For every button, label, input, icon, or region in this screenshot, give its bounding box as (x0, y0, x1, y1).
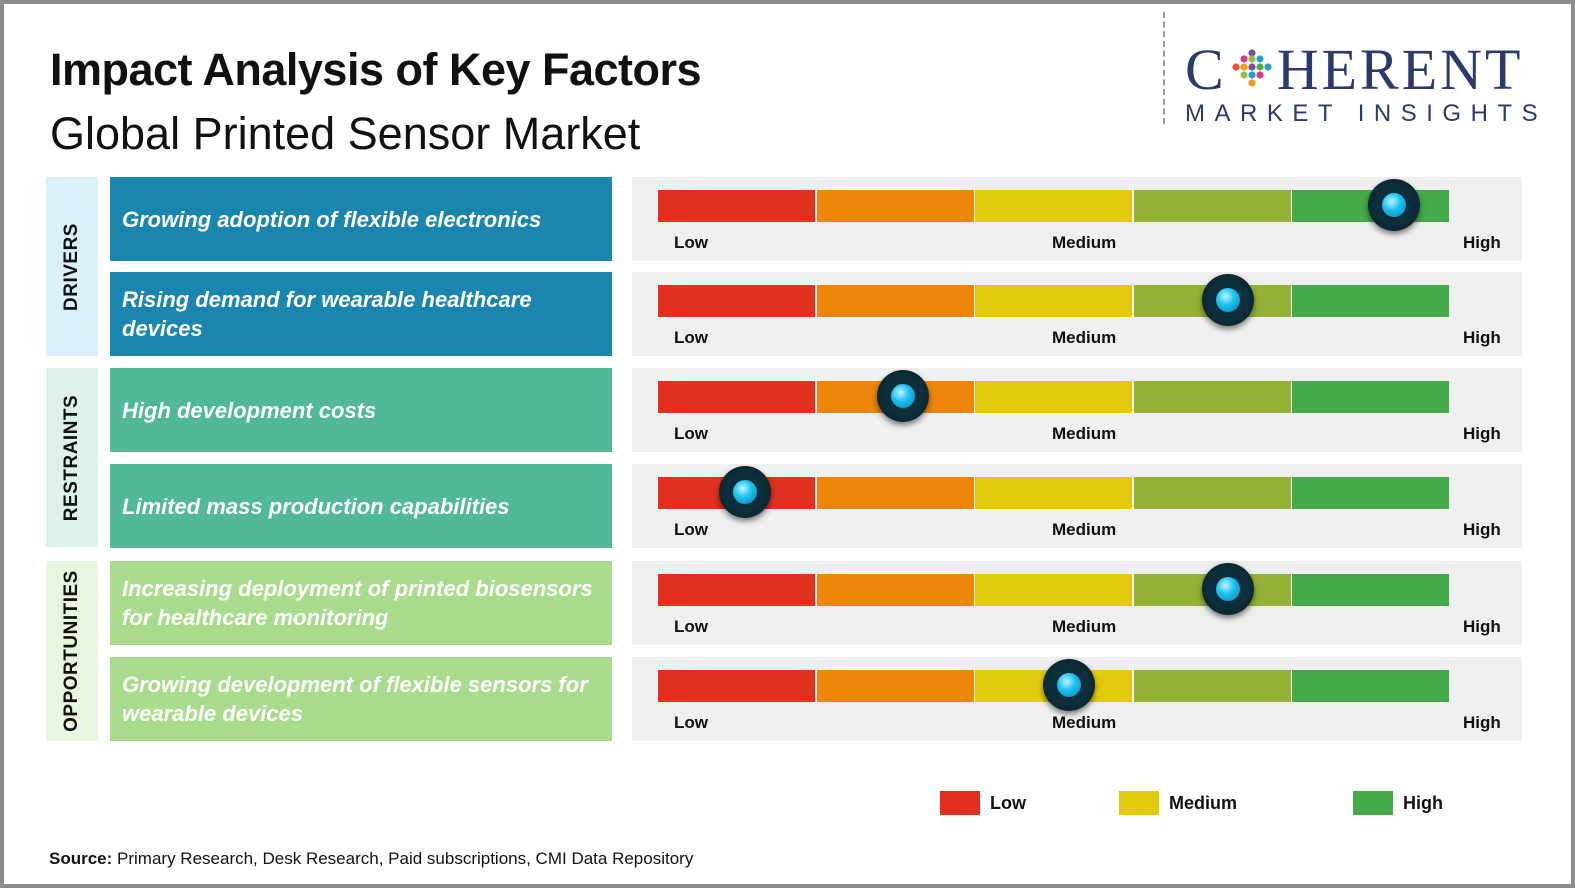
gauge-row: Low Medium High (632, 272, 1522, 356)
gauge-row: Low Medium High (632, 561, 1522, 645)
gauge-segment (658, 285, 815, 317)
legend-swatch (1353, 791, 1393, 815)
gauge-segment (1292, 670, 1449, 702)
gauge-segment (658, 574, 815, 606)
gauge-marker (1367, 179, 1420, 231)
gauge-segment (975, 574, 1132, 606)
gauge-scale-label: High (1463, 233, 1501, 252)
gauge-segment (816, 285, 974, 317)
legend-swatch (940, 791, 980, 815)
gauge-segment (1133, 190, 1291, 222)
gauge-segment (1292, 477, 1449, 509)
gauge-scale-label: Medium (1052, 520, 1117, 539)
gauge-scale-label: High (1463, 617, 1501, 636)
gauge-segment (658, 190, 815, 222)
legend-item-high: High (1353, 791, 1443, 815)
legend-item-medium: Medium (1119, 791, 1237, 815)
category-opportunities: OPPORTUNITIES (46, 561, 98, 741)
gauge-segment (1133, 670, 1291, 702)
legend-item-low: Low (940, 791, 1026, 815)
gauge-segment (1292, 285, 1449, 317)
gauge-scale-label: Medium (1052, 233, 1117, 252)
gauge-segment (1292, 574, 1449, 606)
gauge-scale-label: High (1463, 713, 1501, 732)
factor-label: Growing development of flexible sensors … (122, 672, 588, 726)
factor-label: Increasing deployment of printed biosens… (122, 576, 593, 630)
gauge-segment (1133, 477, 1291, 509)
logo-dot-icon (1232, 49, 1272, 87)
gauge-segment (975, 190, 1132, 222)
gauge-scale-label: Medium (1052, 617, 1117, 636)
gauge-scale-label: Low (674, 520, 708, 539)
logo-wordmark: C HERENT (1185, 37, 1524, 102)
gauge-row: Low Medium High (632, 368, 1522, 452)
gauge-scale-label: Medium (1052, 328, 1117, 347)
gauge-scale-label: Medium (1052, 713, 1117, 732)
gauge-segment (975, 477, 1132, 509)
gauge-segment (975, 381, 1132, 413)
gauge-segment (816, 670, 974, 702)
factor-box: Limited mass production capabilities (110, 464, 612, 548)
category-label: DRIVERS (61, 222, 82, 311)
gauge-segment (1133, 381, 1291, 413)
source-text: Primary Research, Desk Research, Paid su… (112, 849, 694, 868)
gauge-marker (1043, 659, 1096, 711)
category-label: OPPORTUNITIES (61, 570, 82, 732)
gauge-segment (658, 670, 815, 702)
gauge-marker (1201, 274, 1254, 326)
gauge-scale-label: High (1463, 520, 1501, 539)
gauge-scale-label: Low (674, 617, 708, 636)
factor-label: High development costs (122, 397, 377, 423)
company-logo: C HERENT MARKET INSIGHTS (1185, 40, 1545, 128)
chart-subtitle: Global Printed Sensor Market (50, 108, 641, 159)
gauge-row: Low Medium High (632, 177, 1522, 261)
gauge-scale-label: High (1463, 424, 1501, 443)
factor-label: Rising demand for wearable healthcare de… (122, 287, 532, 341)
gauge-row: Low Medium High (632, 464, 1522, 548)
gauge-segment (816, 477, 974, 509)
factor-label: Limited mass production capabilities (122, 493, 510, 519)
logo-tagline: MARKET INSIGHTS (1185, 100, 1548, 127)
factor-box: High development costs (110, 368, 612, 452)
gauge-scale-label: Low (674, 424, 708, 443)
gauge-segment (816, 574, 974, 606)
source-prefix: Source: (49, 849, 113, 868)
chart-title: Impact Analysis of Key Factors (50, 44, 702, 95)
gauge-segment (658, 381, 815, 413)
legend-label: High (1403, 792, 1443, 813)
logo-divider (1163, 12, 1165, 124)
factor-box: Rising demand for wearable healthcare de… (110, 272, 612, 356)
factor-box: Growing adoption of flexible electronics (110, 177, 612, 261)
gauge-scale-label: Low (674, 233, 708, 252)
gauge-row: Low Medium High (632, 657, 1522, 741)
gauge-segment (816, 190, 974, 222)
gauge-scale-label: High (1463, 328, 1501, 347)
gauge-segment (975, 285, 1132, 317)
gauge-scale-label: Low (674, 328, 708, 347)
legend-label: Medium (1169, 792, 1238, 813)
factor-box: Growing development of flexible sensors … (110, 657, 612, 741)
gauge-marker (1201, 563, 1254, 615)
factor-box: Increasing deployment of printed biosens… (110, 561, 612, 645)
gauge-scale-label: Low (674, 713, 708, 732)
gauge-marker (719, 466, 771, 518)
gauge-marker (877, 370, 930, 422)
legend-swatch (1119, 791, 1159, 815)
source-note: Source: Primary Research, Desk Research,… (49, 849, 693, 869)
gauge-segment (1292, 381, 1449, 413)
factor-label: Growing adoption of flexible electronics (122, 206, 542, 232)
category-drivers: DRIVERS (46, 177, 98, 356)
category-restraints: RESTRAINTS (46, 368, 98, 547)
gauge-scale-label: Medium (1052, 424, 1117, 443)
category-label: RESTRAINTS (61, 394, 82, 521)
legend-label: Low (990, 792, 1026, 813)
